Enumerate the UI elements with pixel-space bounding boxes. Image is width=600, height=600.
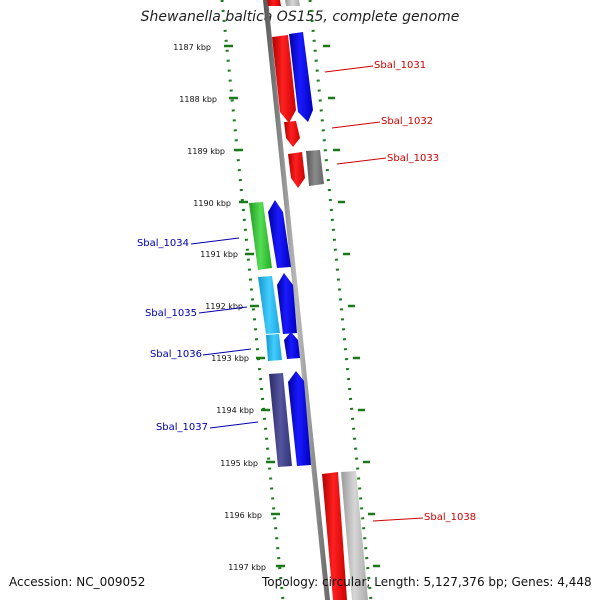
gene-label[interactable]: Sbal_1034 <box>137 238 189 249</box>
tick-label: 1196 kbp <box>224 511 262 520</box>
tick-label: 1197 kbp <box>228 563 266 572</box>
gene-reverse <box>269 373 292 467</box>
tick-label: 1192 kbp <box>205 302 243 311</box>
gene-forward <box>322 472 347 600</box>
tick-label: 1188 kbp <box>179 95 217 104</box>
genome-backbone <box>263 0 330 600</box>
tick-label: 1195 kbp <box>220 459 258 468</box>
gene-label[interactable]: Sbal_1037 <box>156 422 208 433</box>
tick-label: 1187 kbp <box>173 43 211 52</box>
label-leader <box>324 65 374 73</box>
gene-reverse <box>277 273 297 334</box>
gene-label[interactable]: Sbal_1032 <box>381 116 433 127</box>
gene-partial-top <box>285 0 300 6</box>
gene-forward <box>284 121 300 147</box>
tick-label: 1193 kbp <box>211 354 249 363</box>
label-leader <box>372 517 424 522</box>
gene-reverse <box>288 371 311 466</box>
gene-partial-top <box>267 0 281 6</box>
gene-forward <box>341 471 368 600</box>
gene-reverse <box>284 332 300 359</box>
tick-track-right <box>308 0 373 600</box>
tick-track-left <box>220 0 285 600</box>
label-leader <box>336 157 387 165</box>
gene-forward <box>289 32 313 122</box>
gene-reverse <box>249 202 272 270</box>
tick-label: 1194 kbp <box>216 406 254 415</box>
gene-forward <box>306 150 324 186</box>
tick-label: 1191 kbp <box>200 250 238 259</box>
gene-forward <box>288 152 305 188</box>
gene-label[interactable]: Sbal_1036 <box>150 349 202 360</box>
gene-reverse <box>268 200 291 268</box>
tick-label: 1189 kbp <box>187 147 225 156</box>
gene-reverse <box>258 276 280 334</box>
gene-label[interactable]: Sbal_1031 <box>374 60 426 71</box>
tick-label: 1190 kbp <box>193 199 231 208</box>
gene-reverse <box>266 334 282 361</box>
label-leader <box>331 121 381 129</box>
topology-text: Topology: circular; Length: 5,127,376 bp… <box>262 575 592 589</box>
accession-text: Accession: NC_009052 <box>9 575 146 589</box>
label-leader <box>198 306 248 314</box>
map-title: Shewanella baltica OS155, complete genom… <box>140 9 460 25</box>
label-leader <box>202 348 252 356</box>
gene-label[interactable]: Sbal_1033 <box>387 153 439 164</box>
label-leader <box>209 421 259 429</box>
gene-forward <box>272 35 296 123</box>
label-leader <box>190 237 240 245</box>
major-ticks <box>224 44 380 568</box>
gene-label[interactable]: Sbal_1038 <box>424 512 476 523</box>
gene-label[interactable]: Sbal_1035 <box>145 308 197 319</box>
